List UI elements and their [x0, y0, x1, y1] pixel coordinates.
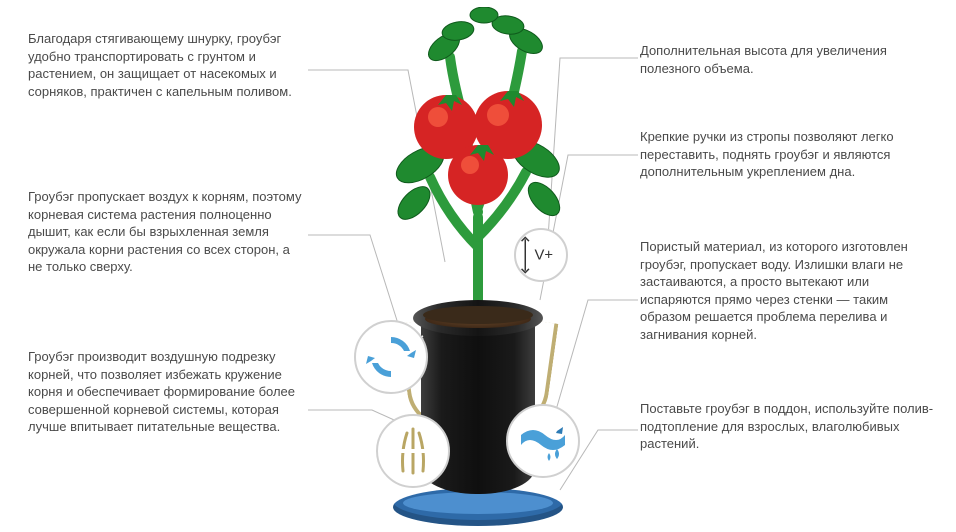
water-drain-icon — [506, 404, 580, 478]
callout-porous-drain: Пористый материал, из которого изготовле… — [640, 238, 940, 343]
callout-aeration: Гроубэг пропускает воздух к корням, поэт… — [28, 188, 306, 276]
callout-root-pruning: Гроубэг производит воздушную подрезку ко… — [28, 348, 306, 436]
infographic-root: Благодаря стягивающему шнурку, гроубэг у… — [0, 0, 956, 532]
callout-drawstring: Благодаря стягивающему шнурку, гроубэг у… — [28, 30, 306, 100]
callout-handles: Крепкие ручки из стропы позволяют легко … — [640, 128, 940, 181]
callout-saucer: Поставьте гроубэг в поддон, используйте … — [640, 400, 940, 453]
callout-extra-height: Дополнительная высота для увеличения пол… — [640, 42, 940, 77]
air-cycle-icon — [354, 320, 428, 394]
root-prune-icon — [376, 414, 450, 488]
center-illustration: V+ — [338, 0, 618, 532]
extra-volume-icon: V+ — [514, 228, 568, 282]
volume-label: V+ — [535, 248, 554, 264]
